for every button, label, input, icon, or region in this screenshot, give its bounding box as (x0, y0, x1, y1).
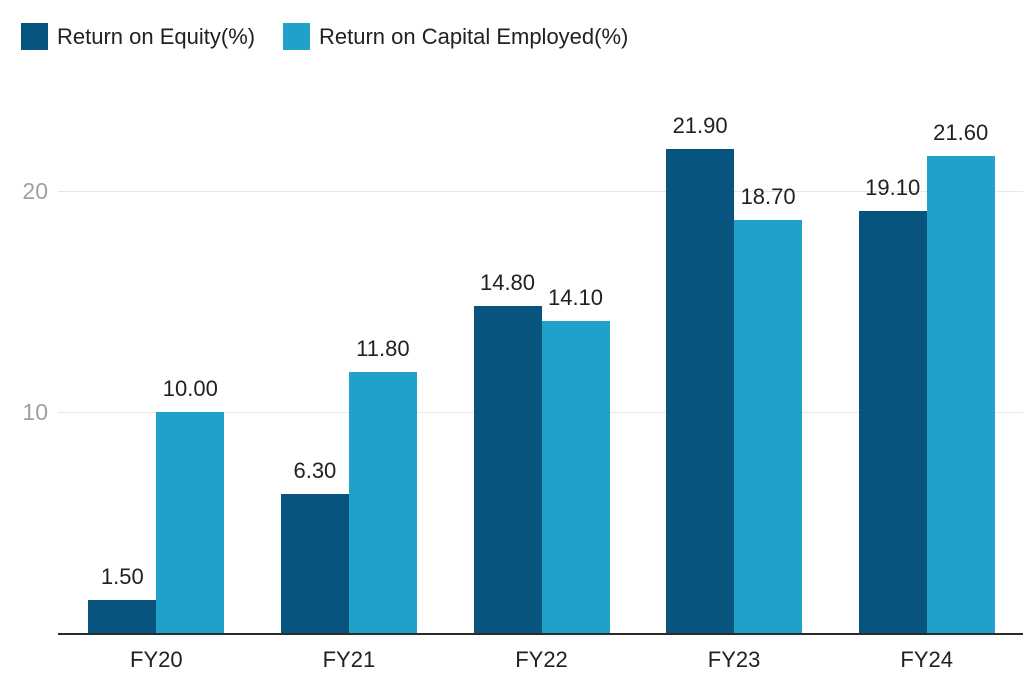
value-label-roe-fy21: 6.30 (293, 457, 337, 483)
value-label-roe-fy23: 21.90 (672, 113, 728, 138)
y-axis-tick-10: 10 (22, 399, 48, 425)
roce-legend-swatch (283, 23, 310, 50)
x-axis-label-fy24: FY24 (900, 647, 953, 672)
legend-item-roce: Return on Capital Employed(%) (283, 23, 628, 50)
roce-legend-label: Return on Capital Employed(%) (319, 23, 629, 49)
bar-roce-fy22 (541, 321, 610, 633)
x-axis-label-fy22: FY22 (515, 647, 568, 672)
bar-roce-fy24 (926, 155, 995, 633)
legend-item-roe: Return on Equity(%) (21, 23, 255, 50)
bar-roce-fy21 (348, 372, 417, 633)
bar-roce-fy20 (156, 412, 225, 633)
bar-roe-fy20 (88, 599, 157, 633)
bar-roe-fy22 (473, 305, 542, 633)
gridline-20 (58, 190, 1023, 192)
value-label-roe-fy20: 1.50 (100, 563, 144, 589)
x-axis-label-fy20: FY20 (130, 647, 183, 672)
value-label-roce-fy24: 21.60 (933, 119, 989, 145)
value-label-roce-fy20: 10.00 (162, 376, 218, 401)
x-axis-line (58, 633, 1023, 635)
bar-roe-fy24 (858, 210, 927, 633)
y-axis-tick-20: 20 (22, 178, 48, 204)
value-label-roce-fy23: 18.70 (740, 183, 796, 209)
bar-roe-fy23 (666, 149, 735, 633)
value-label-roce-fy22: 14.10 (547, 285, 604, 311)
roe-legend-label: Return on Equity(%) (57, 23, 256, 49)
value-label-roe-fy24: 19.10 (865, 174, 921, 200)
value-label-roce-fy21: 11.80 (356, 336, 410, 362)
bar-roce-fy23 (734, 219, 803, 633)
x-axis-label-fy21: FY21 (322, 647, 376, 672)
roe-legend-swatch (21, 23, 48, 50)
bar-roe-fy21 (280, 493, 349, 633)
x-axis-label-fy23: FY23 (707, 647, 761, 672)
value-label-roe-fy22: 14.80 (479, 269, 536, 295)
